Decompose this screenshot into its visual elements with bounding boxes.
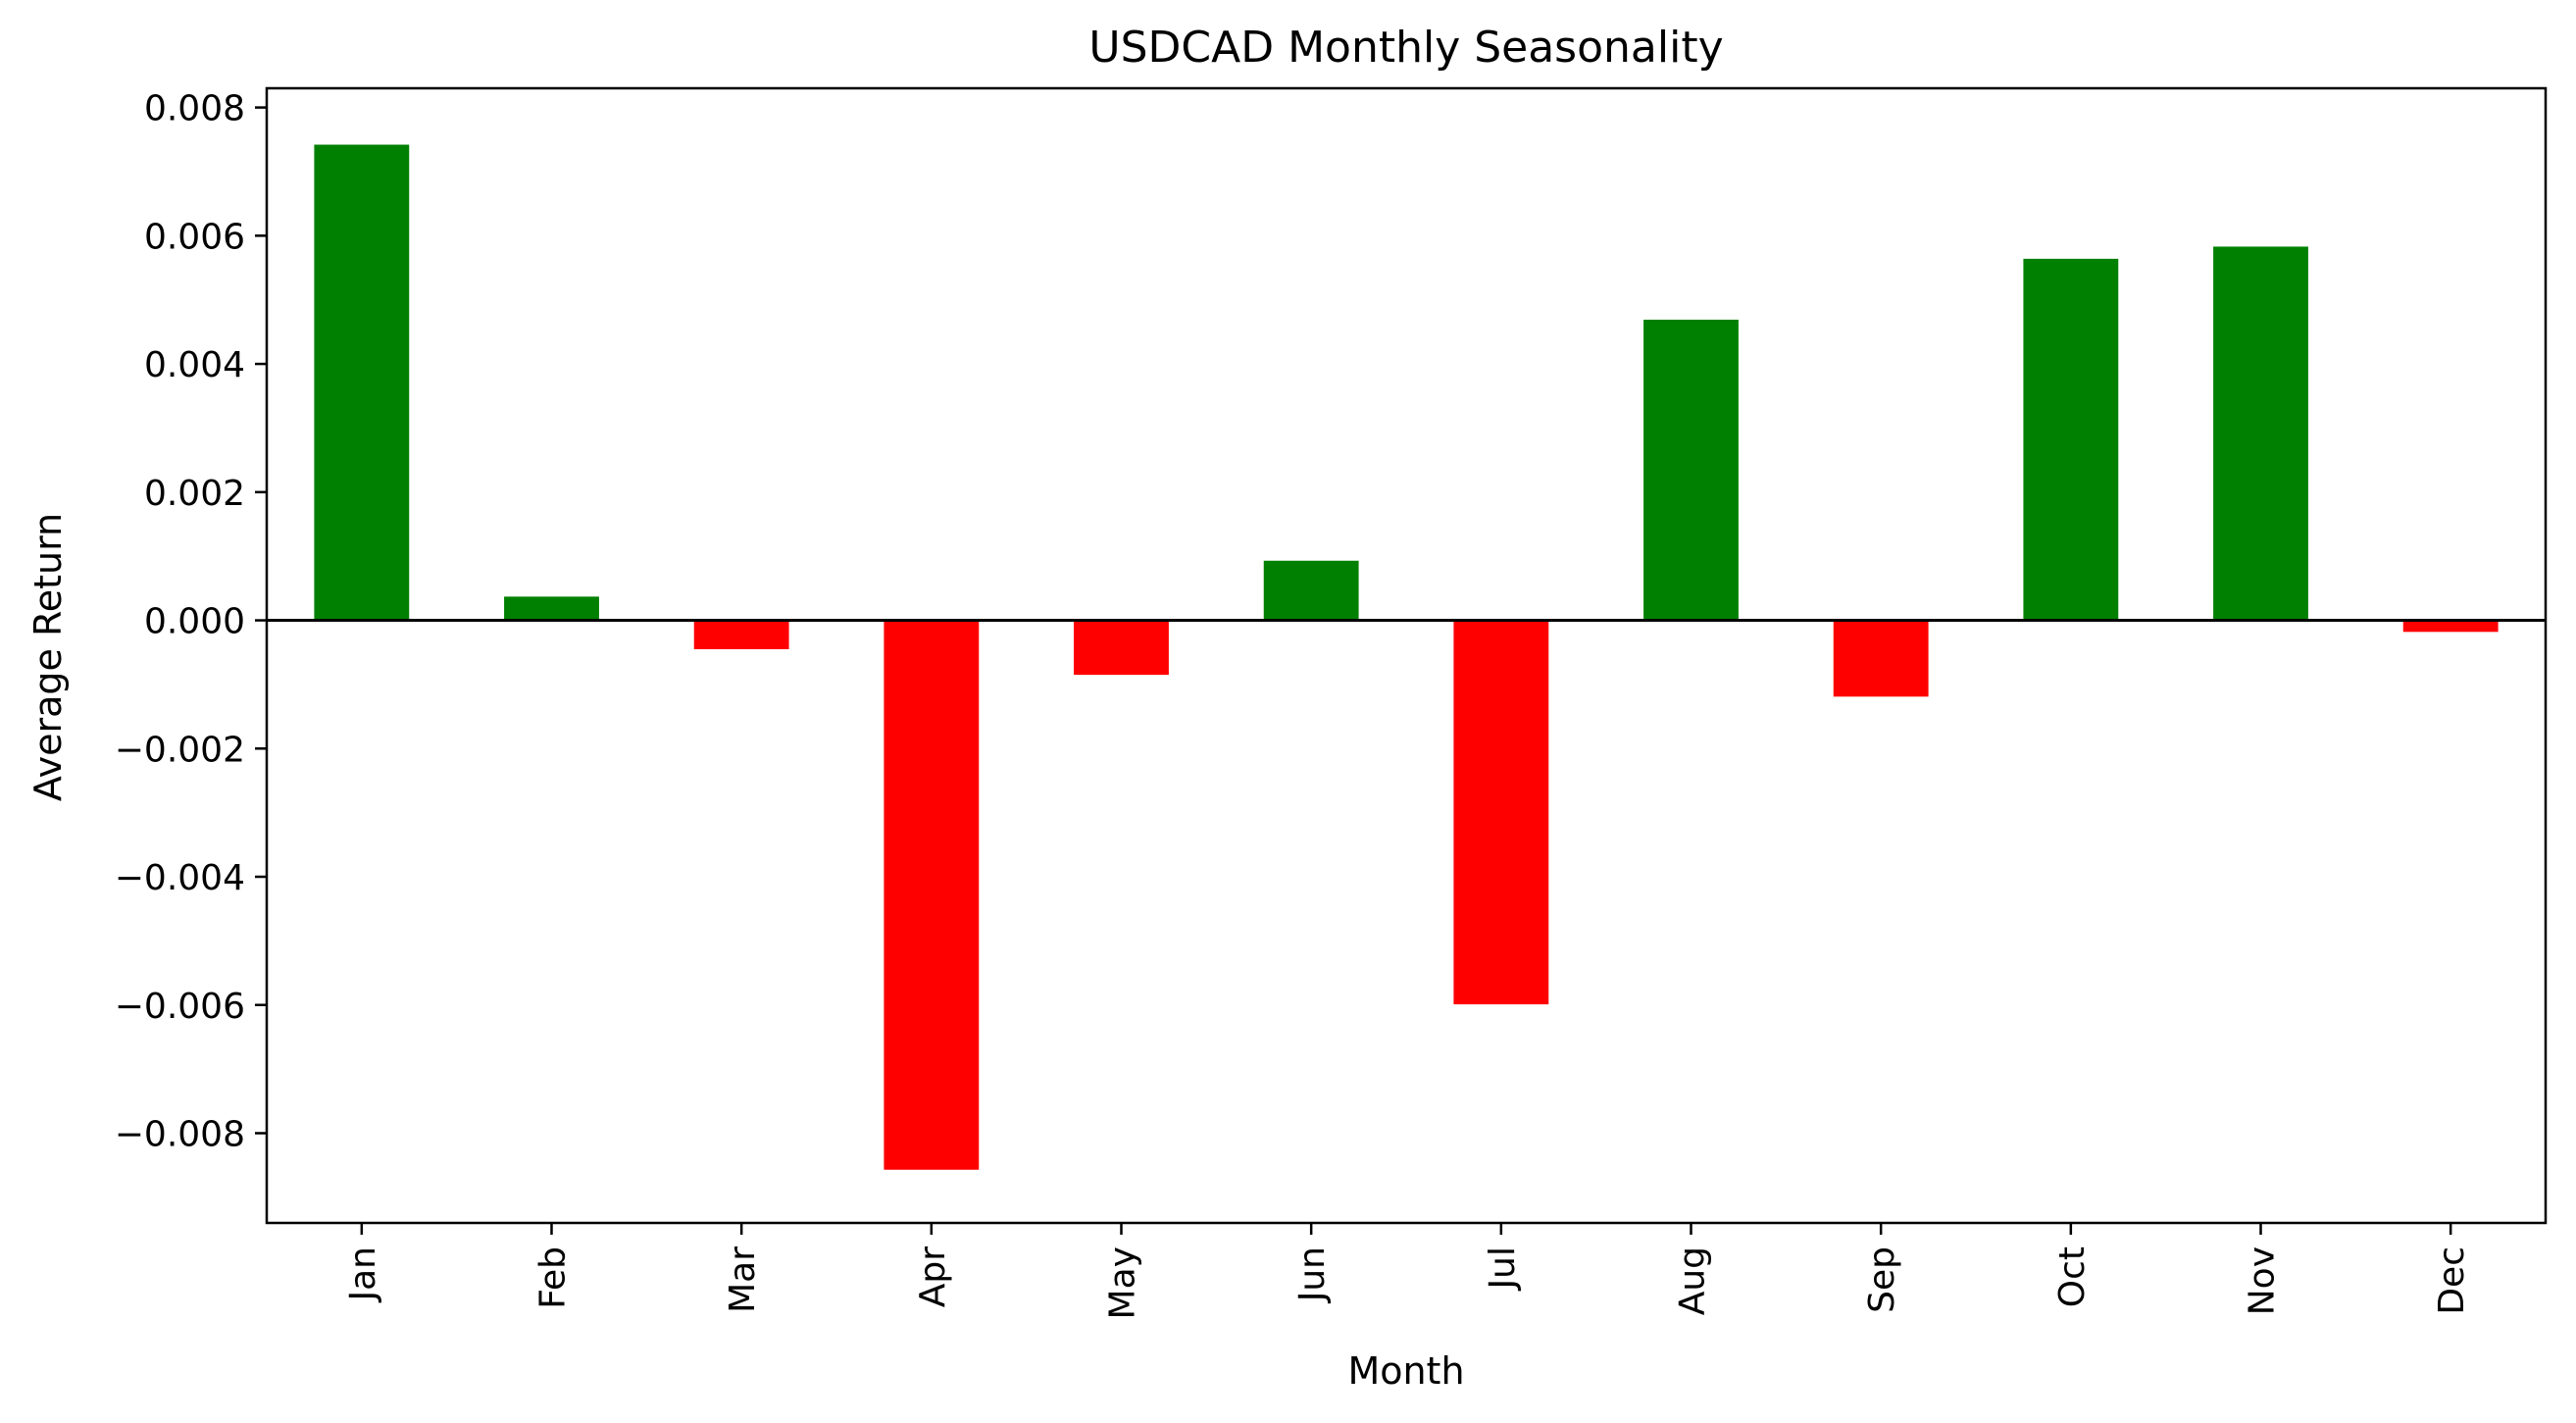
x-tick-label: Dec bbox=[2432, 1246, 2472, 1315]
x-tick-label: Feb bbox=[533, 1246, 574, 1309]
y-tick-label: −0.002 bbox=[115, 730, 245, 770]
x-tick-label: Jan bbox=[343, 1246, 383, 1303]
y-tick-label: 0.008 bbox=[144, 89, 245, 129]
bar-apr bbox=[884, 620, 980, 1170]
y-axis-label: Average Return bbox=[26, 513, 70, 801]
y-tick-label: −0.008 bbox=[115, 1114, 245, 1154]
y-tick-label: −0.004 bbox=[115, 858, 245, 898]
x-tick-label: Nov bbox=[2243, 1246, 2283, 1315]
y-tick-label: 0.004 bbox=[144, 345, 245, 385]
bar-mar bbox=[693, 620, 789, 649]
bar-nov bbox=[2213, 246, 2308, 621]
y-tick-label: 0.006 bbox=[144, 217, 245, 257]
x-tick-label: Sep bbox=[1862, 1246, 1902, 1313]
bar-jan bbox=[314, 144, 410, 621]
bar-sep bbox=[1833, 620, 1929, 697]
y-tick-label: 0.002 bbox=[144, 474, 245, 514]
x-axis-label: Month bbox=[1347, 1349, 1464, 1393]
plot-frame bbox=[265, 86, 2548, 1225]
chart-title: USDCAD Monthly Seasonality bbox=[1088, 23, 1723, 73]
y-tick-label: −0.006 bbox=[115, 987, 245, 1027]
bars bbox=[314, 144, 2499, 1170]
x-tick-label: Jun bbox=[1292, 1246, 1333, 1303]
y-tick-label: 0.000 bbox=[144, 602, 245, 642]
x-tick-label: Aug bbox=[1673, 1246, 1713, 1315]
y-axis: −0.008 −0.006 −0.004 −0.002 0.000 0.002 0.004 0… bbox=[115, 89, 267, 1154]
bar-jun bbox=[1263, 560, 1359, 621]
x-axis: Jan Feb Mar Apr May Jun Jul Aug Sep Oct Nov Dec bbox=[343, 1223, 2472, 1319]
bar-may bbox=[1074, 620, 1169, 676]
x-tick-label: May bbox=[1103, 1246, 1143, 1319]
bar-oct bbox=[2023, 258, 2119, 621]
bar-feb bbox=[504, 596, 599, 621]
x-tick-label: Jul bbox=[1483, 1246, 1523, 1291]
bar-jul bbox=[1453, 620, 1549, 1005]
bar-dec bbox=[2402, 620, 2499, 633]
x-tick-label: Oct bbox=[2052, 1246, 2093, 1307]
x-tick-label: Mar bbox=[723, 1246, 763, 1313]
bar-aug bbox=[1643, 319, 1739, 621]
x-tick-label: Apr bbox=[913, 1246, 953, 1307]
